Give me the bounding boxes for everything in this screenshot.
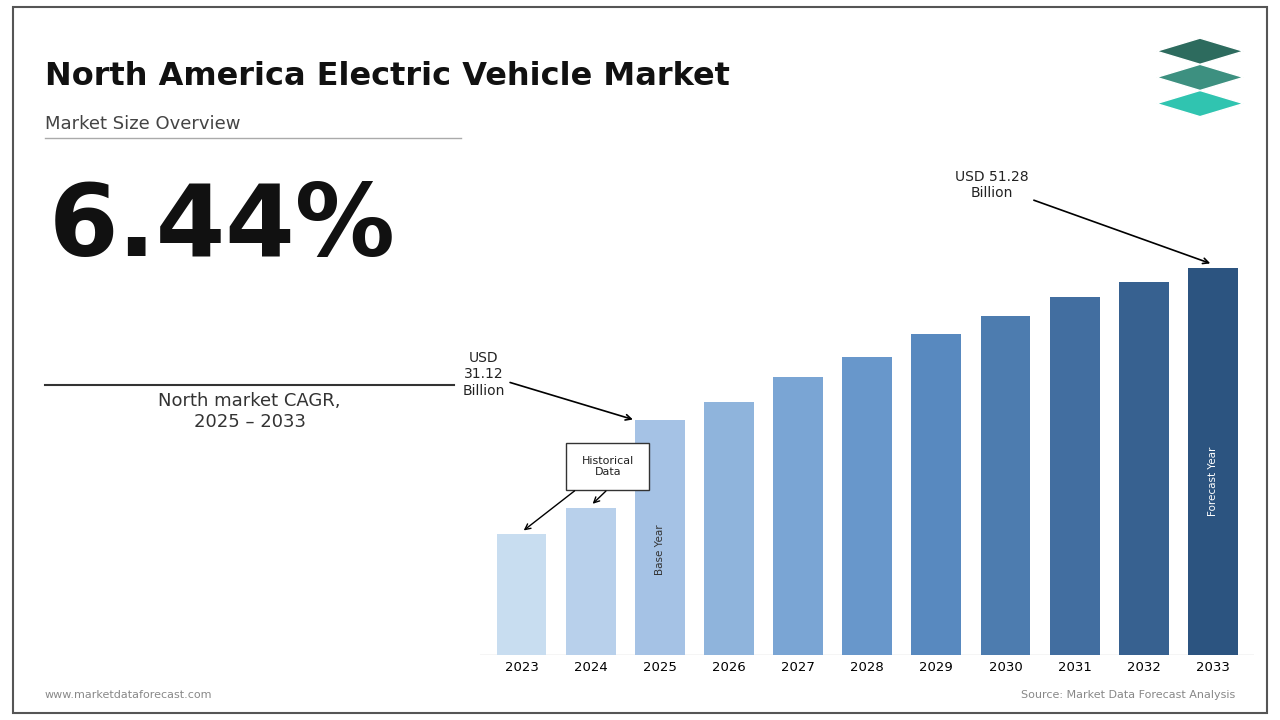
Polygon shape — [1157, 91, 1244, 117]
Bar — [1188, 268, 1238, 655]
Bar — [842, 357, 892, 655]
FancyBboxPatch shape — [567, 443, 649, 490]
Text: Base Year: Base Year — [655, 524, 664, 575]
Bar — [980, 315, 1030, 655]
Text: Historical
Data: Historical Data — [582, 456, 634, 477]
Bar — [1119, 282, 1169, 655]
Bar — [911, 334, 961, 655]
Bar — [566, 508, 616, 655]
Polygon shape — [1157, 38, 1244, 64]
Text: 6.44%: 6.44% — [49, 180, 396, 277]
Bar — [497, 534, 547, 655]
Bar — [704, 402, 754, 655]
Text: USD 51.28
Billion: USD 51.28 Billion — [955, 170, 1208, 264]
Polygon shape — [1157, 64, 1244, 91]
Text: North America Electric Vehicle Market: North America Electric Vehicle Market — [45, 61, 730, 92]
Bar — [1050, 297, 1100, 655]
Text: North market CAGR,
2025 – 2033: North market CAGR, 2025 – 2033 — [159, 392, 340, 431]
Text: Market Size Overview: Market Size Overview — [45, 115, 241, 133]
Text: Source: Market Data Forecast Analysis: Source: Market Data Forecast Analysis — [1021, 690, 1235, 700]
Text: USD
31.12
Billion: USD 31.12 Billion — [462, 351, 631, 420]
Bar — [635, 420, 685, 655]
Text: www.marketdataforecast.com: www.marketdataforecast.com — [45, 690, 212, 700]
Bar — [773, 377, 823, 655]
Text: Forecast Year: Forecast Year — [1208, 446, 1217, 516]
